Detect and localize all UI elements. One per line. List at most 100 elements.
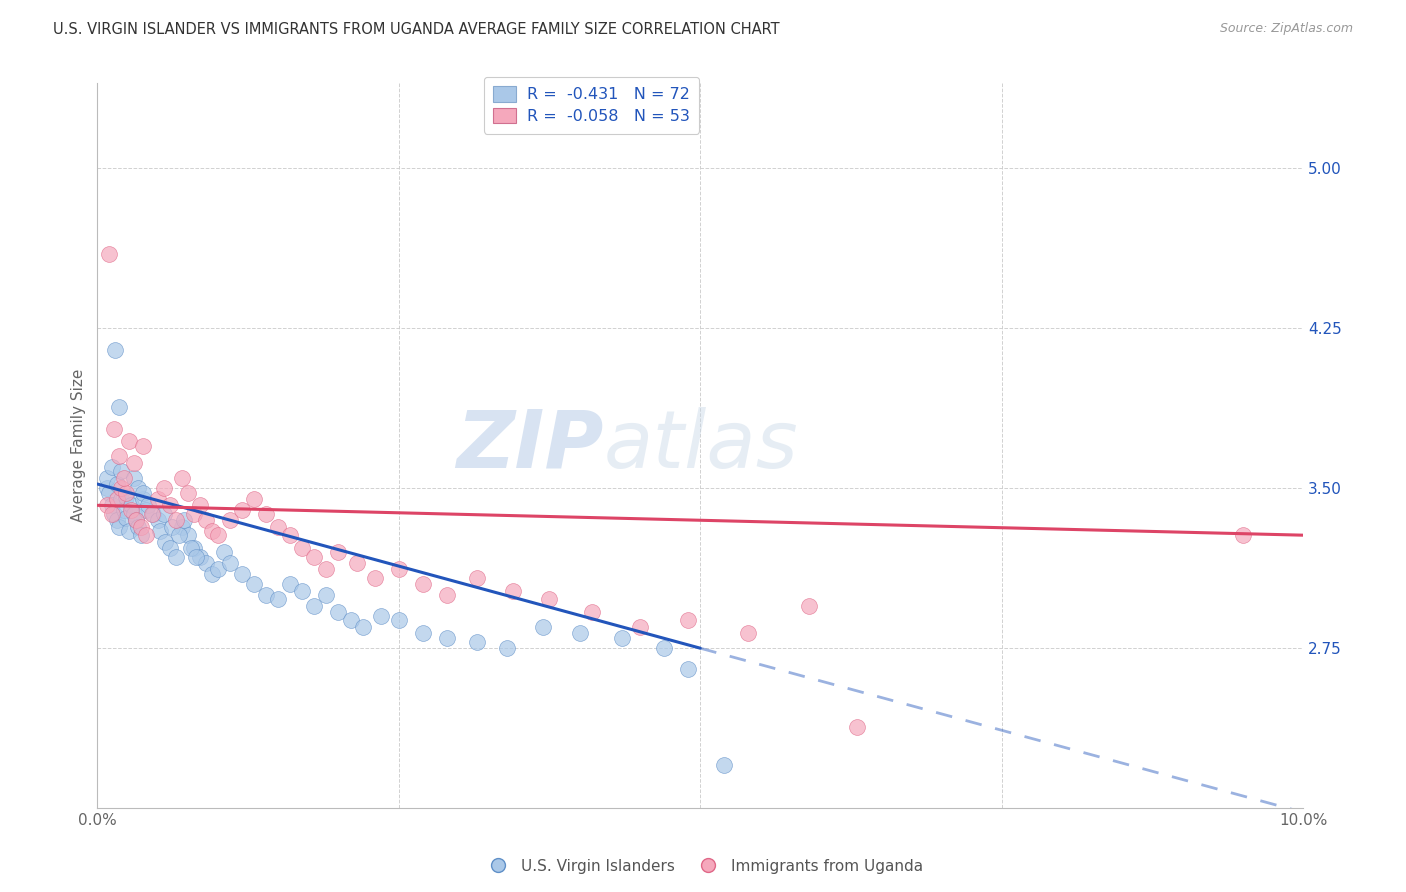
Point — [101, 499, 124, 513]
Point — [267, 592, 290, 607]
Point — [173, 513, 195, 527]
Point — [118, 524, 141, 538]
Point — [96, 470, 118, 484]
Point — [610, 631, 633, 645]
Point — [201, 566, 224, 581]
Point — [129, 519, 152, 533]
Point — [352, 620, 374, 634]
Point — [146, 491, 169, 506]
Point — [146, 513, 169, 527]
Point — [845, 720, 868, 734]
Point — [388, 562, 411, 576]
Point — [328, 605, 350, 619]
Point — [186, 549, 208, 564]
Point — [568, 626, 591, 640]
Point — [278, 528, 301, 542]
Point — [115, 485, 138, 500]
Point — [177, 485, 200, 500]
Legend: U.S. Virgin Islanders, Immigrants from Uganda: U.S. Virgin Islanders, Immigrants from U… — [477, 853, 929, 880]
Point — [254, 588, 277, 602]
Point — [194, 556, 217, 570]
Point — [160, 519, 183, 533]
Point — [152, 507, 174, 521]
Point — [165, 513, 187, 527]
Text: atlas: atlas — [603, 407, 799, 484]
Point — [142, 507, 165, 521]
Point — [188, 499, 211, 513]
Point — [1232, 528, 1254, 542]
Point — [115, 490, 138, 504]
Point — [254, 507, 277, 521]
Point — [676, 663, 699, 677]
Text: Source: ZipAtlas.com: Source: ZipAtlas.com — [1219, 22, 1353, 36]
Point — [315, 562, 337, 576]
Point — [159, 541, 181, 555]
Point — [291, 583, 314, 598]
Point — [194, 513, 217, 527]
Point — [152, 481, 174, 495]
Point — [105, 513, 128, 527]
Point — [127, 481, 149, 495]
Point — [538, 592, 561, 607]
Point — [122, 470, 145, 484]
Point — [219, 513, 242, 527]
Point — [243, 577, 266, 591]
Point — [533, 620, 555, 634]
Point — [177, 528, 200, 542]
Point — [201, 524, 224, 538]
Point — [153, 534, 176, 549]
Point — [436, 631, 458, 645]
Point — [104, 343, 127, 357]
Point — [135, 528, 157, 542]
Point — [96, 481, 118, 495]
Point — [125, 513, 148, 527]
Point — [135, 502, 157, 516]
Point — [110, 491, 132, 506]
Point — [496, 641, 519, 656]
Point — [141, 507, 163, 521]
Point — [713, 758, 735, 772]
Point — [737, 626, 759, 640]
Point — [105, 477, 128, 491]
Point — [132, 485, 155, 500]
Point — [183, 541, 205, 555]
Point — [315, 588, 337, 602]
Point — [388, 614, 411, 628]
Point — [797, 599, 820, 613]
Point — [304, 599, 326, 613]
Point — [219, 556, 242, 570]
Point — [267, 519, 290, 533]
Point — [122, 507, 145, 521]
Point — [412, 626, 434, 640]
Point — [628, 620, 651, 634]
Point — [112, 502, 135, 516]
Point — [136, 499, 159, 513]
Point — [291, 541, 314, 555]
Point — [125, 513, 148, 527]
Point — [98, 246, 121, 260]
Point — [370, 609, 392, 624]
Point — [103, 421, 125, 435]
Point — [127, 519, 149, 533]
Text: U.S. VIRGIN ISLANDER VS IMMIGRANTS FROM UGANDA AVERAGE FAMILY SIZE CORRELATION C: U.S. VIRGIN ISLANDER VS IMMIGRANTS FROM … — [53, 22, 780, 37]
Point — [231, 566, 253, 581]
Point — [339, 614, 361, 628]
Point — [207, 528, 229, 542]
Point — [652, 641, 675, 656]
Point — [98, 485, 121, 500]
Point — [170, 519, 193, 533]
Point — [101, 459, 124, 474]
Point — [132, 491, 155, 506]
Point — [183, 507, 205, 521]
Point — [465, 571, 488, 585]
Point — [328, 545, 350, 559]
Point — [115, 511, 138, 525]
Point — [502, 583, 524, 598]
Point — [169, 528, 191, 542]
Point — [243, 491, 266, 506]
Point — [120, 502, 142, 516]
Point — [188, 549, 211, 564]
Text: ZIP: ZIP — [457, 407, 603, 484]
Point — [170, 470, 193, 484]
Point — [108, 450, 131, 464]
